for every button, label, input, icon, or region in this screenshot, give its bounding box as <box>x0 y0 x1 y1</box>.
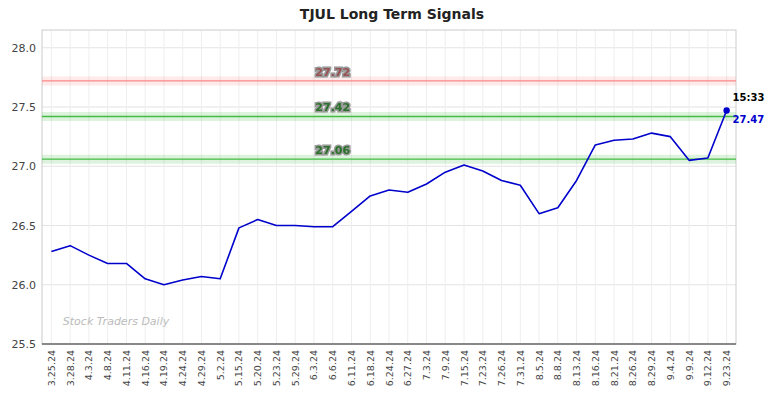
x-tick-label: 5.2.24 <box>215 350 226 380</box>
x-tick-label: 4.11.24 <box>121 350 132 386</box>
x-tick-label: 8.21.24 <box>609 350 620 386</box>
x-tick-label: 4.3.24 <box>83 350 94 380</box>
x-tick-label: 7.23.24 <box>477 350 488 386</box>
x-tick-label: 9.23.24 <box>721 350 732 386</box>
x-tick-label: 5.23.24 <box>271 350 282 386</box>
x-tick-label: 5.29.24 <box>290 350 301 386</box>
x-tick-label: 7.9.24 <box>440 350 451 380</box>
y-tick-label: 26.0 <box>12 279 37 292</box>
grid-line <box>42 344 736 345</box>
x-tick-label: 9.12.24 <box>702 350 713 386</box>
x-tick-label: 9.4.24 <box>665 350 676 380</box>
x-tick-label: 8.5.24 <box>534 350 545 380</box>
x-tick-label: 8.8.24 <box>552 350 563 380</box>
x-tick-label: 6.11.24 <box>346 350 357 386</box>
signal-line <box>42 159 736 160</box>
y-tick-label: 27.5 <box>12 101 37 114</box>
x-tick-label: 8.26.24 <box>627 350 638 386</box>
x-tick-label: 8.13.24 <box>571 350 582 386</box>
x-tick-label: 4.16.24 <box>140 350 151 386</box>
signal-line <box>42 80 736 81</box>
x-tick-label: 5.20.24 <box>252 350 263 386</box>
signal-label: 27.72 <box>315 66 350 79</box>
x-tick-label: 8.29.24 <box>646 350 657 386</box>
signal-label: 27.06 <box>315 144 350 157</box>
x-tick-label: 5.15.24 <box>233 350 244 386</box>
x-tick-label: 3.25.24 <box>46 350 57 386</box>
x-tick-label: 6.6.24 <box>327 350 338 380</box>
y-tick-label: 28.0 <box>12 42 37 55</box>
last-price: 27.47 <box>733 114 765 125</box>
signal-band <box>42 112 736 121</box>
x-tick-label: 7.26.24 <box>496 350 507 386</box>
x-tick-label: 6.18.24 <box>365 350 376 386</box>
last-time: 15:33 <box>733 92 765 103</box>
x-tick-label: 4.29.24 <box>196 350 207 386</box>
y-tick-label: 26.5 <box>12 220 37 233</box>
x-tick-label: 4.8.24 <box>102 350 113 380</box>
y-tick-label: 25.5 <box>12 338 37 351</box>
x-tick-label: 7.31.24 <box>515 350 526 386</box>
y-tick-label: 27.0 <box>12 160 37 173</box>
x-tick-label: 7.15.24 <box>459 350 470 386</box>
plot-frame <box>42 30 736 344</box>
signal-band <box>42 155 736 164</box>
x-tick-label: 3.28.24 <box>65 350 76 386</box>
plot-area <box>42 81 736 285</box>
signal-band <box>42 76 736 85</box>
price-line <box>51 111 726 285</box>
x-tick-label: 8.16.24 <box>590 350 601 386</box>
x-tick-label: 4.19.24 <box>158 350 169 386</box>
watermark: Stock Traders Daily <box>63 315 170 328</box>
signal-line <box>42 116 736 117</box>
grid <box>42 30 736 344</box>
x-tick-label: 6.24.24 <box>384 350 395 386</box>
title: TJUL Long Term Signals <box>300 6 484 22</box>
x-tick-label: 6.27.24 <box>402 350 413 386</box>
x-tick-label: 9.9.24 <box>684 350 695 380</box>
last-point <box>723 107 729 113</box>
x-tick-label: 4.24.24 <box>177 350 188 386</box>
chart: TJUL Long Term Signals 25.5 26.0 26.5 27.0 27… <box>0 0 784 398</box>
x-axis-line <box>42 343 736 344</box>
x-tick-label: 7.3.24 <box>421 350 432 380</box>
x-tick-label: 6.3.24 <box>308 350 319 380</box>
signal-label: 27.42 <box>315 101 350 114</box>
